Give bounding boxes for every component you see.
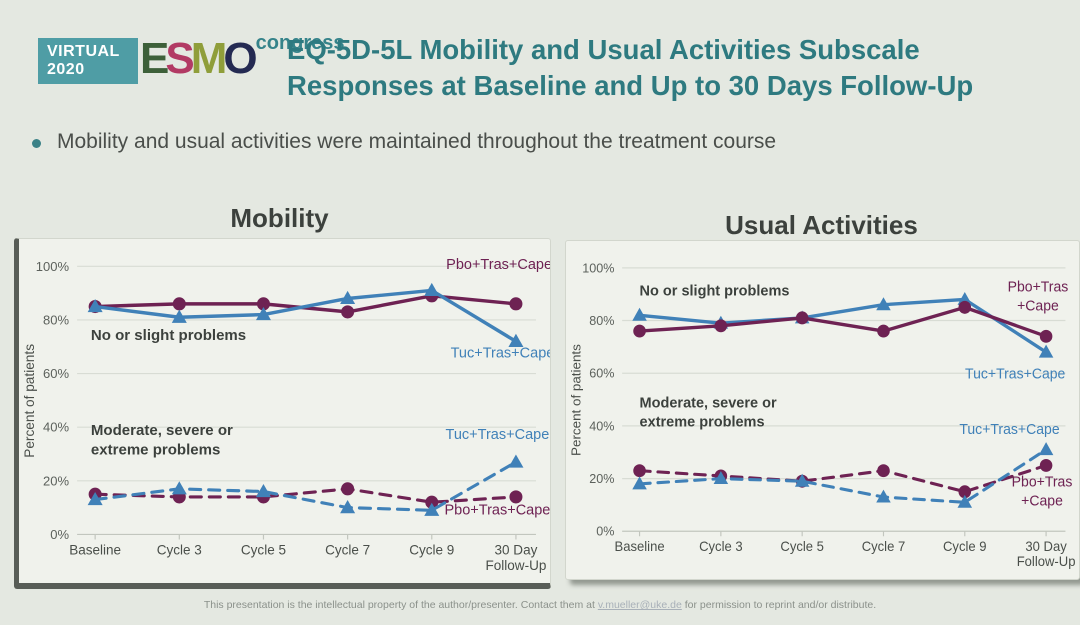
year-label: 2020: [47, 61, 85, 78]
svg-text:Percent of patients: Percent of patients: [569, 344, 584, 456]
footer-prefix: This presentation is the intellectual pr…: [203, 599, 598, 611]
usual-activities-chart-panel: 0% 20% 40% 60% 80% 100% Baseline Cycle 3 Cycle 5…: [565, 240, 1080, 580]
svg-text:Cycle 7: Cycle 7: [862, 539, 906, 554]
svg-text:+Cape: +Cape: [1017, 298, 1059, 314]
svg-text:60%: 60%: [43, 366, 69, 381]
usual-activities-chart-svg: 0% 20% 40% 60% 80% 100% Baseline Cycle 3 Cycle 5…: [569, 260, 1076, 569]
svg-text:Cycle 3: Cycle 3: [699, 539, 743, 554]
svg-text:Baseline: Baseline: [69, 543, 121, 558]
svg-text:80%: 80%: [43, 312, 69, 327]
bullet-icon: [32, 139, 41, 148]
svg-text:60%: 60%: [589, 366, 614, 381]
svg-text:Pbo+Tras+Cape: Pbo+Tras+Cape: [444, 502, 550, 518]
usual-activities-chart-title: Usual Activities: [725, 210, 918, 240]
svg-text:extreme problems: extreme problems: [640, 414, 765, 430]
svg-text:Cycle 7: Cycle 7: [325, 543, 370, 558]
esmo-letter: O: [223, 34, 257, 83]
mobility-chart-svg: 0% 20% 40% 60% 80% 100% Baseline Cycle 3 Cycle 5…: [22, 257, 550, 573]
svg-text:20%: 20%: [589, 471, 614, 486]
svg-text:30 Day: 30 Day: [1025, 539, 1067, 554]
virtual-label: VIRTUAL: [47, 43, 120, 61]
svg-text:No or slight problems: No or slight problems: [91, 327, 246, 344]
svg-text:Follow-Up: Follow-Up: [486, 558, 547, 573]
key-finding-bullet: Mobility and usual activities were maint…: [32, 130, 1042, 154]
svg-text:Pbo+Tras: Pbo+Tras: [1008, 279, 1069, 295]
virtual-2020-badge: VIRTUAL 2020: [38, 38, 138, 84]
svg-text:80%: 80%: [589, 313, 614, 328]
svg-text:100%: 100%: [582, 260, 614, 275]
footer-suffix: for permission to reprint and/or distrib…: [681, 599, 877, 611]
key-finding-text: Mobility and usual activities were maint…: [57, 130, 777, 153]
mobility-chart-title: Mobility: [230, 203, 329, 233]
svg-text:Pbo+Tras: Pbo+Tras: [1012, 474, 1073, 490]
svg-text:20%: 20%: [43, 473, 69, 488]
svg-text:Moderate, severe or: Moderate, severe or: [91, 422, 233, 439]
svg-text:100%: 100%: [36, 259, 70, 274]
svg-text:0%: 0%: [50, 527, 69, 542]
esmo-letter: M: [190, 34, 228, 83]
svg-text:Cycle 9: Cycle 9: [943, 539, 987, 554]
svg-text:Cycle 3: Cycle 3: [157, 543, 202, 558]
esmo-wordmark: ESMO: [140, 34, 258, 83]
esmo-congress-logo: VIRTUAL 2020 ESMO congress: [38, 30, 345, 84]
page-title-line1: EQ-5D-5L Mobility and Usual Activities S…: [287, 34, 920, 65]
svg-text:40%: 40%: [43, 420, 69, 435]
svg-text:0%: 0%: [596, 524, 614, 539]
contact-email-link[interactable]: v.mueller@uke.de: [597, 599, 682, 611]
svg-text:Tuc+Tras+Cape: Tuc+Tras+Cape: [959, 422, 1059, 438]
svg-text:Cycle 9: Cycle 9: [409, 543, 454, 558]
congress-label: congress: [255, 32, 345, 54]
svg-text:Tuc+Tras+Cape: Tuc+Tras+Cape: [965, 366, 1065, 382]
esmo-letter: S: [165, 34, 194, 83]
svg-text:Percent of patients: Percent of patients: [22, 344, 37, 458]
svg-text:30 Day: 30 Day: [495, 543, 538, 558]
svg-text:No or slight problems: No or slight problems: [640, 283, 790, 299]
mobility-chart-panel: 0% 20% 40% 60% 80% 100% Baseline Cycle 3 Cycle 5…: [14, 238, 551, 589]
svg-text:Cycle 5: Cycle 5: [780, 539, 824, 554]
copyright-footer: This presentation is the intellectual pr…: [0, 599, 1080, 611]
esmo-letter: E: [140, 34, 169, 83]
svg-text:Tuc+Tras+Cape: Tuc+Tras+Cape: [446, 427, 550, 443]
svg-text:Baseline: Baseline: [615, 539, 665, 554]
svg-text:Follow-Up: Follow-Up: [1017, 554, 1076, 569]
svg-text:40%: 40%: [589, 418, 614, 433]
svg-text:Pbo+Tras+Cape: Pbo+Tras+Cape: [446, 257, 550, 273]
svg-text:extreme problems: extreme problems: [91, 441, 220, 458]
page-title: EQ-5D-5L Mobility and Usual Activities S…: [287, 32, 1067, 105]
svg-text:Tuc+Tras+Cape: Tuc+Tras+Cape: [451, 345, 550, 361]
page-title-line2: Responses at Baseline and Up to 30 Days …: [287, 70, 974, 102]
svg-text:+Cape: +Cape: [1021, 493, 1063, 509]
svg-text:Cycle 5: Cycle 5: [241, 543, 286, 558]
svg-text:Moderate, severe or: Moderate, severe or: [640, 395, 777, 411]
